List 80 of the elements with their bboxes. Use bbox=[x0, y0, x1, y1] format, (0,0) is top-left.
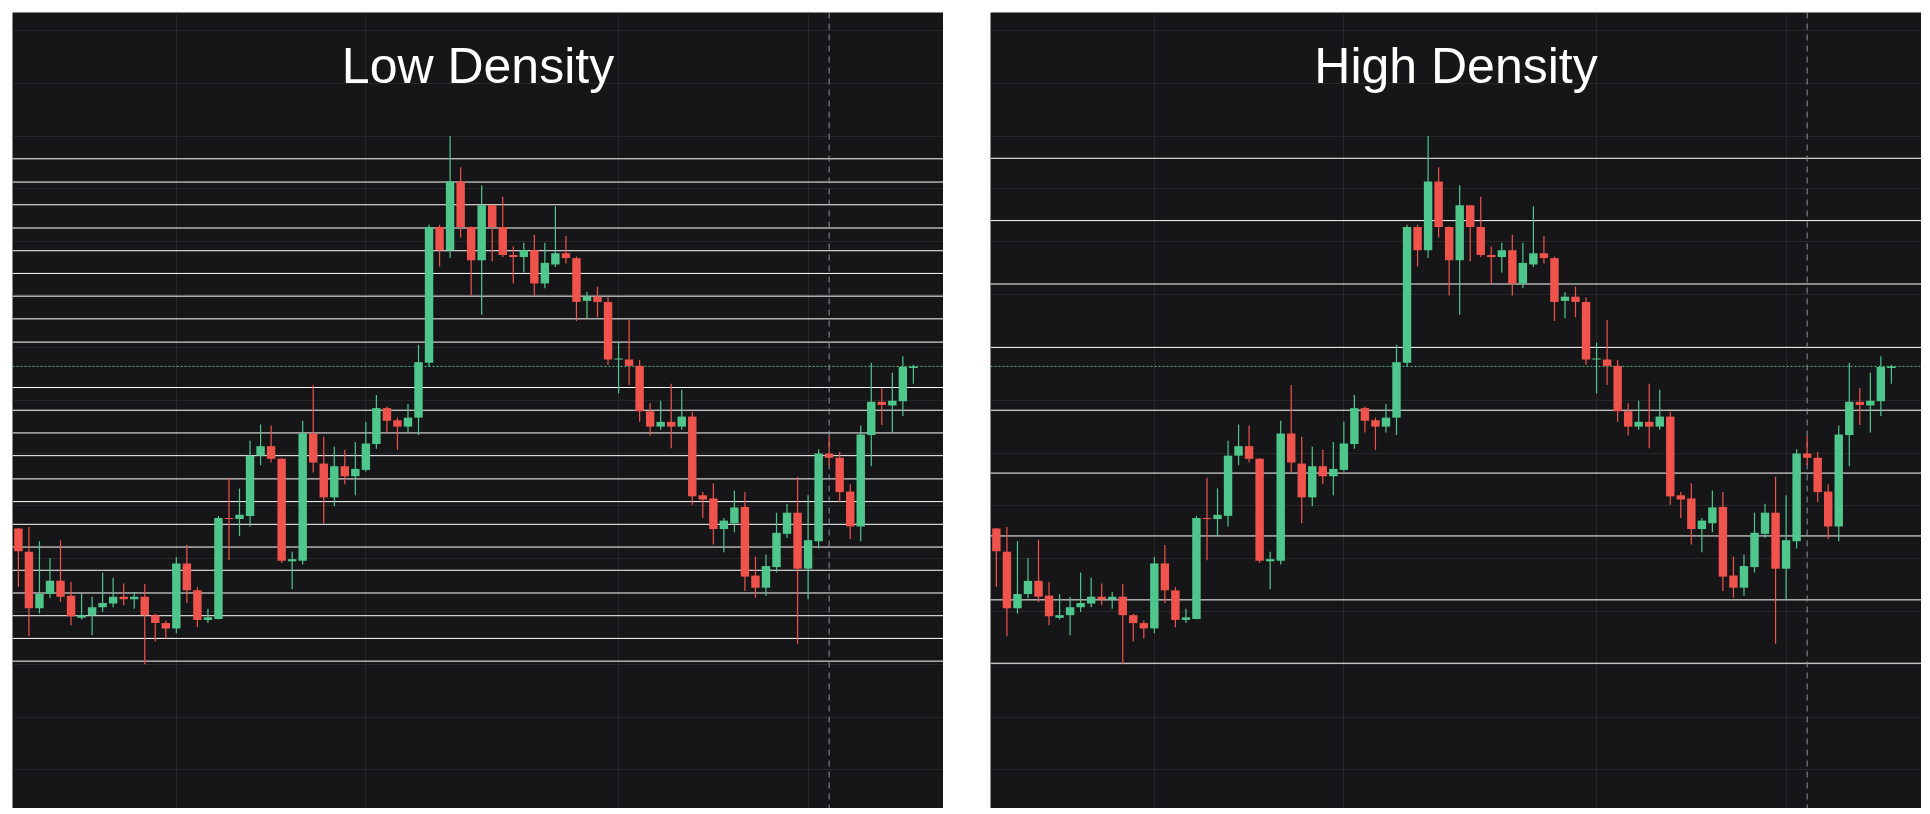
candlestick bbox=[519, 242, 529, 273]
candlestick bbox=[203, 608, 213, 624]
candlestick bbox=[1697, 517, 1707, 553]
candlestick bbox=[1076, 571, 1085, 613]
candlestick bbox=[1086, 577, 1096, 608]
candlestick bbox=[382, 405, 392, 434]
candlestick bbox=[1013, 540, 1022, 615]
candlestick bbox=[403, 403, 413, 434]
candlestick bbox=[1539, 235, 1549, 264]
candlestick bbox=[1866, 372, 1875, 434]
candlestick bbox=[561, 235, 571, 264]
candlestick bbox=[1655, 389, 1664, 431]
candlestick bbox=[1118, 583, 1127, 665]
candlestick bbox=[1360, 405, 1370, 434]
candlestick bbox=[266, 424, 276, 464]
candlestick bbox=[540, 242, 550, 289]
candlestick bbox=[1602, 319, 1612, 386]
candlestick bbox=[1055, 593, 1064, 620]
candlestick bbox=[1571, 286, 1580, 318]
candlestick bbox=[435, 224, 444, 268]
candlestick bbox=[677, 389, 686, 431]
candlestick bbox=[1676, 491, 1686, 519]
candlestick bbox=[1371, 417, 1380, 451]
candlestick bbox=[66, 581, 76, 626]
candlestick bbox=[1529, 205, 1538, 268]
candlestick bbox=[14, 527, 23, 588]
candlestick bbox=[719, 517, 729, 553]
chart-title: High Density bbox=[1314, 37, 1598, 94]
candlestick bbox=[1708, 489, 1717, 533]
candlestick bbox=[98, 571, 107, 613]
candlestick bbox=[1645, 383, 1654, 449]
candlestick bbox=[140, 583, 149, 665]
chart-title: Low Density bbox=[341, 37, 615, 94]
candlestick bbox=[1213, 487, 1222, 537]
candlestick bbox=[87, 596, 97, 636]
candlestick bbox=[1318, 449, 1328, 485]
candlestick bbox=[1760, 503, 1770, 539]
candlestick bbox=[1413, 224, 1422, 268]
candlestick bbox=[393, 417, 402, 451]
candlestick bbox=[488, 204, 497, 262]
candlestick bbox=[256, 423, 265, 466]
candlestick bbox=[340, 449, 350, 485]
candlestick bbox=[1739, 553, 1749, 597]
candlestick bbox=[1023, 557, 1033, 599]
candlestick bbox=[761, 553, 771, 597]
candlestick bbox=[1497, 242, 1507, 273]
candlestick bbox=[1634, 400, 1643, 431]
candlestick bbox=[1034, 539, 1043, 603]
candlestick bbox=[730, 489, 739, 533]
candlestick bbox=[1044, 581, 1054, 626]
candlestick bbox=[624, 319, 634, 386]
candlestick bbox=[593, 286, 602, 318]
candlestick bbox=[1623, 402, 1633, 437]
candlestick bbox=[1329, 441, 1338, 496]
candlestick bbox=[1381, 403, 1391, 434]
candlestick bbox=[1065, 596, 1075, 636]
candlestick bbox=[1181, 608, 1191, 624]
candlestick bbox=[698, 491, 708, 519]
candlestick bbox=[888, 372, 897, 434]
candlestick bbox=[992, 527, 1001, 588]
candlestick bbox=[1234, 423, 1243, 466]
candlestick bbox=[77, 593, 86, 620]
candlestick bbox=[667, 383, 676, 449]
candlestick bbox=[56, 539, 65, 603]
candlestick bbox=[782, 503, 792, 539]
candlestick bbox=[645, 402, 655, 437]
candlestick bbox=[35, 540, 44, 615]
candlestick bbox=[108, 577, 118, 608]
candlestick bbox=[1518, 242, 1528, 289]
candlestick bbox=[1129, 613, 1138, 643]
candlestick bbox=[235, 487, 244, 537]
candlestick bbox=[1466, 204, 1475, 262]
candlestick bbox=[656, 400, 665, 431]
candlestick bbox=[351, 441, 360, 496]
candlestick bbox=[551, 205, 560, 268]
candlestick bbox=[751, 555, 760, 599]
candlestick bbox=[151, 613, 160, 643]
candlestick bbox=[1244, 424, 1254, 464]
candlestick bbox=[1729, 555, 1738, 599]
candlestick bbox=[45, 557, 55, 599]
